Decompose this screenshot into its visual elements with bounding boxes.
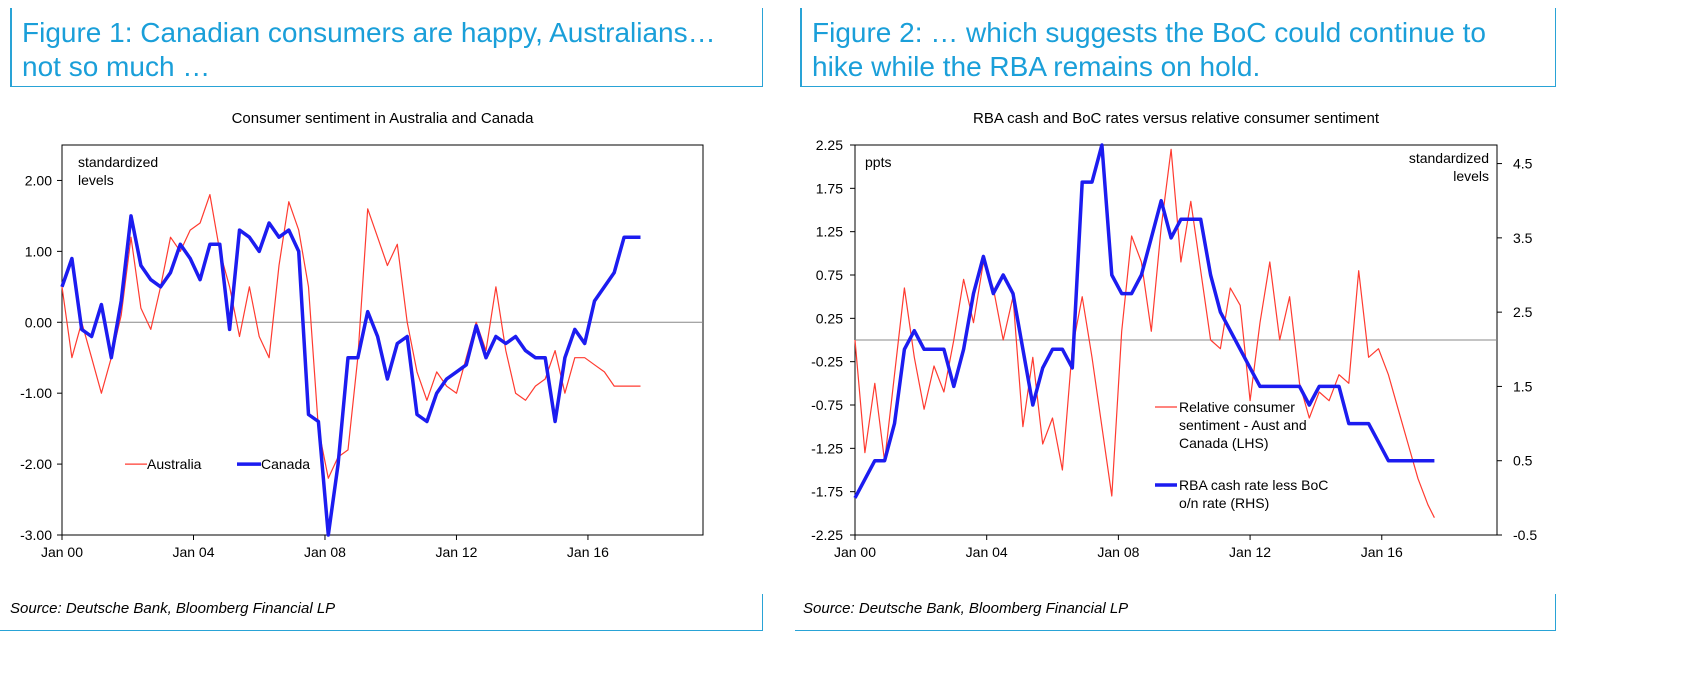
chart-2: RBA cash and BoC rates versus relative c… xyxy=(811,110,1537,560)
chart-1-y-tick-label: 2.00 xyxy=(25,172,52,188)
chart-2-y-left-tick-label: -0.75 xyxy=(811,397,843,413)
chart-1-series-australia xyxy=(61,194,641,479)
chart-2-y-right-tick-label: 4.5 xyxy=(1513,156,1533,172)
chart-1-y-tick-label: 1.00 xyxy=(25,243,52,259)
chart-2-x-tick-label: Jan 12 xyxy=(1229,544,1271,560)
chart-1-y-tick-label: 0.00 xyxy=(25,314,52,330)
chart-2-legend-label-rate: RBA cash rate less BoC xyxy=(1179,477,1328,493)
chart-2-right-unit-label-1: standardized xyxy=(1409,150,1489,166)
chart-2-y-left-tick-label: 1.75 xyxy=(816,180,843,196)
figure-2-title-box: Figure 2: … which suggests the BoC could… xyxy=(800,8,1556,87)
chart-1-x-tick-label: Jan 08 xyxy=(304,544,346,560)
figure-1-source-box: Source: Deutsche Bank, Bloomberg Financi… xyxy=(0,594,763,631)
figure-1-title: Figure 1: Canadian consumers are happy, … xyxy=(22,17,716,82)
chart-1-x-tick-label: Jan 12 xyxy=(435,544,477,560)
chart-2-legend-label-sentiment: sentiment - Aust and xyxy=(1179,417,1307,433)
chart-2-y-left-tick-label: -1.75 xyxy=(811,484,843,500)
chart-2-y-left-tick-label: 1.25 xyxy=(816,224,843,240)
figure-2-panel: Figure 2: … which suggests the BoC could… xyxy=(795,0,1695,694)
figure-2-source: Source: Deutsche Bank, Bloomberg Financi… xyxy=(803,600,1129,617)
chart-1-y-tick-label: -1.00 xyxy=(20,385,52,401)
figure-1-title-box: Figure 1: Canadian consumers are happy, … xyxy=(10,8,763,87)
chart-2-x-tick-label: Jan 04 xyxy=(966,544,1008,560)
chart-1-legend-label-australia: Australia xyxy=(147,456,202,472)
chart-2-legend-label-sentiment: Canada (LHS) xyxy=(1179,435,1269,451)
chart-1-title: Consumer sentiment in Australia and Cana… xyxy=(232,110,534,127)
chart-2-y-right-tick-label: 3.5 xyxy=(1513,230,1533,246)
chart-1-x-tick-label: Jan 16 xyxy=(567,544,609,560)
chart-2-y-left-tick-label: 0.75 xyxy=(816,267,843,283)
chart-1-x-tick-label: Jan 00 xyxy=(41,544,83,560)
chart-1-legend-label-canada: Canada xyxy=(261,456,310,472)
chart-2-left-unit-label: ppts xyxy=(865,154,891,170)
chart-1-y-tick-label: -3.00 xyxy=(20,527,52,543)
figure-2-title: Figure 2: … which suggests the BoC could… xyxy=(812,17,1486,82)
chart-2-y-left-tick-label: -0.25 xyxy=(811,354,843,370)
chart-2-y-left-tick-label: -1.25 xyxy=(811,440,843,456)
chart-2-y-right-tick-label: 1.5 xyxy=(1513,378,1533,394)
chart-2-title: RBA cash and BoC rates versus relative c… xyxy=(973,110,1380,127)
chart-1-y-tick-label: -2.00 xyxy=(20,456,52,472)
chart-2-y-right-tick-label: -0.5 xyxy=(1513,527,1537,543)
chart-2-series-relative-sentiment xyxy=(854,148,1435,518)
chart-2-right-unit-label-2: levels xyxy=(1453,168,1489,184)
chart-2-x-tick-label: Jan 16 xyxy=(1361,544,1403,560)
chart-2-y-left-tick-label: -2.25 xyxy=(811,527,843,543)
chart-1-plot-frame xyxy=(61,144,704,536)
chart-2-y-right-tick-label: 0.5 xyxy=(1513,453,1533,469)
chart-2-y-right-tick-label: 2.5 xyxy=(1513,304,1533,320)
chart-2-y-left-tick-label: 0.25 xyxy=(816,310,843,326)
chart-2-x-tick-label: Jan 00 xyxy=(834,544,876,560)
figure-2-source-box: Source: Deutsche Bank, Bloomberg Financi… xyxy=(795,594,1556,631)
chart-2-legend-label-rate: o/n rate (RHS) xyxy=(1179,495,1269,511)
chart-2-x-tick-label: Jan 08 xyxy=(1097,544,1139,560)
chart-1-series-canada xyxy=(60,214,641,537)
chart-1-unit-label-2: levels xyxy=(78,172,114,188)
chart-1: Consumer sentiment in Australia and Cana… xyxy=(20,110,704,560)
chart-1-x-tick-label: Jan 04 xyxy=(172,544,214,560)
chart-2-legend-label-sentiment: Relative consumer xyxy=(1179,399,1295,415)
chart-2-series-rate-differential xyxy=(853,143,1435,499)
chart-2-y-left-tick-label: 2.25 xyxy=(816,137,843,153)
figure-1-panel: Figure 1: Canadian consumers are happy, … xyxy=(0,0,790,694)
figure-1-source: Source: Deutsche Bank, Bloomberg Financi… xyxy=(10,600,336,617)
chart-1-unit-label-1: standardized xyxy=(78,154,158,170)
